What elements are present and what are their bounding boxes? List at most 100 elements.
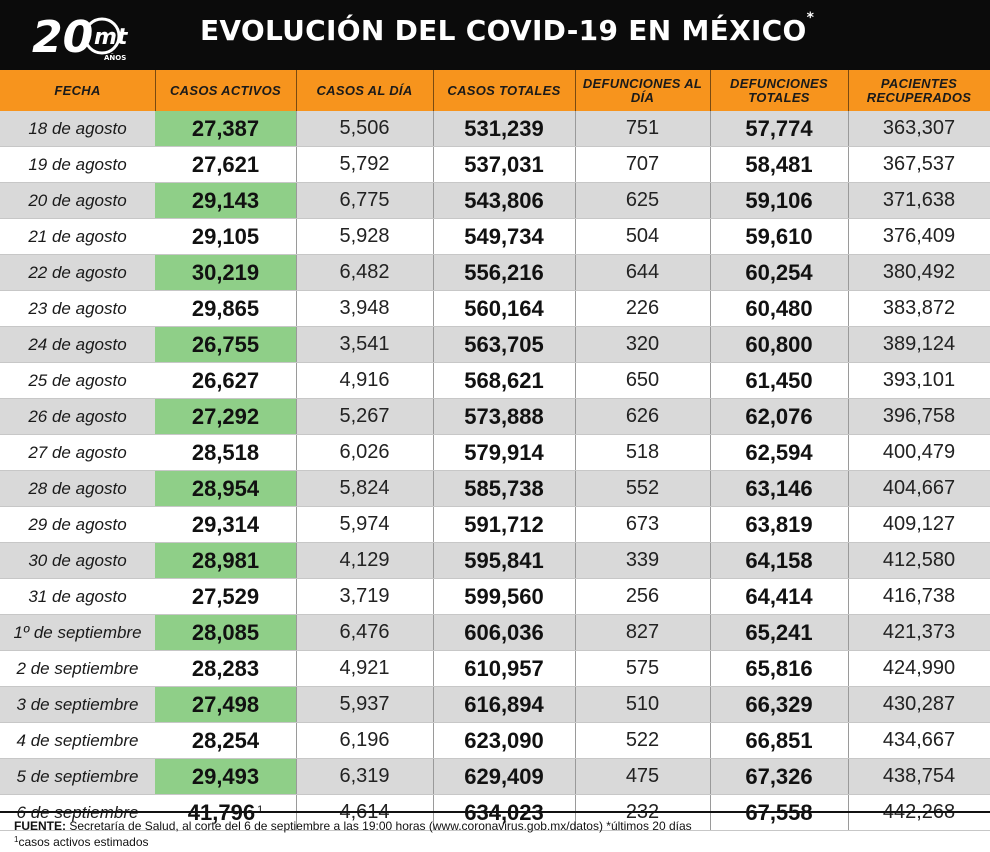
cell-defunciones-al-dia: 226 [575,291,711,326]
cell-defunciones-al-dia-value: 320 [625,333,660,355]
cell-casos-activos: 28,954 [155,471,297,506]
cell-casos-al-dia: 5,928 [296,219,434,254]
cell-casos-al-dia-value: 6,026 [339,441,390,463]
cell-casos-activos-value: 29,105 [191,223,260,249]
table-row: 24 de agosto 26,755 3,541 563,705 320 60,800 3… [0,327,990,363]
table-row: 19 de agosto 27,621 5,792 537,031 707 58,481 3… [0,147,990,183]
cell-defunciones-totales-value: 59,610 [745,223,813,249]
cell-casos-al-dia: 6,319 [296,759,434,794]
cell-casos-totales-value: 595,841 [464,547,544,573]
cell-casos-al-dia-value: 5,792 [339,153,390,175]
table-row: 18 de agosto 27,387 5,506 531,239 751 57,774 3… [0,111,990,147]
cell-casos-al-dia: 5,937 [296,687,434,722]
cell-fecha: 23 de agosto [0,291,156,326]
cell-casos-totales-value: 616,894 [464,691,544,717]
cell-casos-totales-value: 549,734 [464,223,544,249]
cell-defunciones-totales: 58,481 [710,147,849,182]
cell-pacientes-recuperados: 380,492 [848,255,990,290]
cell-casos-activos: 28,981 [155,543,297,578]
cell-casos-activos: 27,498 [155,687,297,722]
cell-defunciones-al-dia: 644 [575,255,711,290]
cell-fecha-value: 26 de agosto [28,406,127,426]
cell-fecha-value: 19 de agosto [28,154,127,174]
cell-casos-totales-value: 568,621 [464,367,544,393]
cell-pacientes-recuperados: 393,101 [848,363,990,398]
cell-fecha: 21 de agosto [0,219,156,254]
cell-defunciones-al-dia-value: 644 [625,261,660,283]
cell-casos-al-dia: 6,775 [296,183,434,218]
cell-defunciones-al-dia-value: 575 [625,657,660,679]
cell-casos-activos-value: 29,865 [191,295,260,321]
table-row: 31 de agosto 27,529 3,719 599,560 256 64,414 4… [0,579,990,615]
cell-defunciones-al-dia: 320 [575,327,711,362]
cell-casos-totales-value: 556,216 [464,259,544,285]
cell-fecha-value: 28 de agosto [28,478,127,498]
cell-casos-al-dia: 5,974 [296,507,434,542]
cell-pacientes-recuperados: 383,872 [848,291,990,326]
cell-defunciones-al-dia-value: 552 [625,477,660,499]
cell-defunciones-al-dia-value: 625 [625,189,660,211]
cell-defunciones-al-dia-value: 522 [625,729,660,751]
cell-defunciones-totales-value: 66,329 [745,691,813,717]
cell-pacientes-recuperados-value: 376,409 [882,225,956,247]
cell-casos-totales: 610,957 [433,651,576,686]
cell-pacientes-recuperados: 421,373 [848,615,990,650]
cell-defunciones-al-dia: 552 [575,471,711,506]
svg-text:mt: mt [94,25,129,50]
cell-pacientes-recuperados-value: 438,754 [882,765,956,787]
table-row: 30 de agosto 28,981 4,129 595,841 339 64,158 4… [0,543,990,579]
cell-casos-al-dia: 4,921 [296,651,434,686]
cell-casos-totales: 599,560 [433,579,576,614]
cell-casos-al-dia-value: 5,267 [339,405,390,427]
cell-casos-al-dia: 6,476 [296,615,434,650]
cell-casos-totales: 591,712 [433,507,576,542]
cell-defunciones-al-dia: 673 [575,507,711,542]
cell-pacientes-recuperados: 400,479 [848,435,990,470]
table-row: 2 de septiembre 28,283 4,921 610,957 575 65,8… [0,651,990,687]
cell-pacientes-recuperados: 396,758 [848,399,990,434]
cell-casos-activos: 29,105 [155,219,297,254]
cell-casos-totales-value: 537,031 [464,151,544,177]
cell-defunciones-totales: 59,106 [710,183,849,218]
cell-pacientes-recuperados: 367,537 [848,147,990,182]
cell-casos-totales: 537,031 [433,147,576,182]
cell-defunciones-totales-value: 63,146 [745,475,813,501]
cell-pacientes-recuperados: 409,127 [848,507,990,542]
cell-casos-al-dia-value: 5,928 [339,225,390,247]
cell-casos-al-dia-value: 5,937 [339,693,390,715]
cell-defunciones-totales-value: 66,851 [745,727,813,753]
svg-text:20: 20 [32,12,93,63]
cell-casos-totales-value: 573,888 [464,403,544,429]
cell-pacientes-recuperados-value: 424,990 [882,657,956,679]
cell-casos-activos: 28,085 [155,615,297,650]
footer-source-text: Secretaría de Salud, al corte del 6 de s… [66,819,692,833]
cell-casos-totales: 623,090 [433,723,576,758]
cell-fecha: 19 de agosto [0,147,156,182]
cell-casos-activos: 29,143 [155,183,297,218]
cell-defunciones-al-dia: 510 [575,687,711,722]
footer-note-text: casos activos estimados [18,835,149,849]
cell-casos-activos: 27,292 [155,399,297,434]
cell-defunciones-totales: 60,800 [710,327,849,362]
cell-defunciones-al-dia-value: 339 [625,549,660,571]
cell-fecha-value: 30 de agosto [28,550,127,570]
cell-pacientes-recuperados: 376,409 [848,219,990,254]
cell-casos-activos-value: 28,954 [191,475,260,501]
cell-casos-activos-value: 27,621 [191,151,260,177]
cell-casos-activos-value: 26,755 [191,331,260,357]
cell-casos-activos-value: 26,627 [191,367,260,393]
cell-fecha: 26 de agosto [0,399,156,434]
table-row: 25 de agosto 26,627 4,916 568,621 650 61,450 3… [0,363,990,399]
footer-note-mark: 1 [14,835,19,844]
header-fecha: FECHA [0,70,156,111]
cell-pacientes-recuperados: 438,754 [848,759,990,794]
cell-pacientes-recuperados-value: 380,492 [882,261,956,283]
cell-pacientes-recuperados: 416,738 [848,579,990,614]
cell-defunciones-al-dia: 625 [575,183,711,218]
top-bar: 20 mt AÑOS EVOLUCIÓN DEL COVID-19 EN MÉX… [0,0,990,70]
table-row: 22 de agosto 30,219 6,482 556,216 644 60,254 3… [0,255,990,291]
cell-pacientes-recuperados-value: 416,738 [882,585,956,607]
table-row: 23 de agosto 29,865 3,948 560,164 226 60,480 3… [0,291,990,327]
cell-casos-al-dia: 5,506 [296,111,434,146]
cell-casos-activos-value: 27,529 [191,583,260,609]
